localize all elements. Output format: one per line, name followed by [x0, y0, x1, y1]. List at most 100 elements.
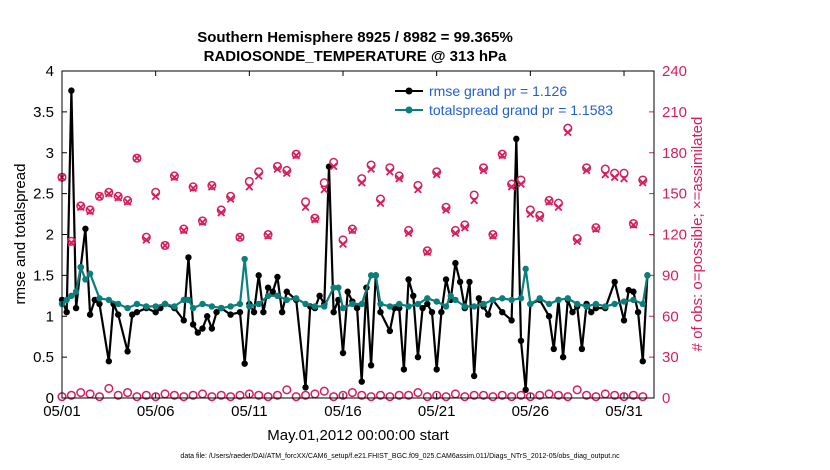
y-right-tick-label: 90 [662, 267, 679, 284]
obs-count-point [104, 383, 114, 394]
series-point [588, 308, 595, 316]
footer-datafile: data file: /Users/raeder/DAI/ATM_forcXX/… [180, 453, 620, 460]
series-point [264, 284, 272, 291]
y-tick-label: 2.5 [33, 186, 54, 203]
series-point [405, 303, 412, 310]
series-point [246, 303, 253, 310]
obs-count-point [179, 226, 188, 235]
y-right-tick-label: 30 [662, 349, 679, 366]
series-point [367, 272, 375, 279]
obs-count-point [160, 389, 170, 399]
series-point [236, 300, 244, 308]
series-point [433, 298, 440, 305]
obs-count-point [450, 389, 460, 399]
obs-count-point [367, 165, 376, 174]
obs-count-point [553, 390, 564, 400]
series-point [63, 308, 70, 316]
series-point [96, 300, 103, 308]
obs-count-point [517, 180, 525, 189]
series-point [559, 353, 567, 361]
obs-count-point [273, 165, 282, 174]
obs-count-point [338, 390, 348, 400]
obs-count-point [207, 392, 217, 402]
obs-count-point [422, 246, 432, 256]
series-point [161, 300, 169, 308]
y-right-tick-label: 150 [662, 186, 687, 203]
obs-count-point [300, 197, 311, 207]
series-point [250, 308, 258, 316]
series-point [414, 353, 422, 361]
x-tick-label: 05/06 [137, 403, 175, 420]
obs-count-point [591, 392, 601, 402]
obs-count-point [319, 178, 329, 188]
obs-count-point [460, 392, 470, 402]
y-tick-label: 3.5 [33, 104, 54, 121]
series-point [339, 349, 347, 357]
series-point [513, 135, 520, 143]
x-tick-label: 05/21 [418, 403, 456, 420]
obs-count-point [95, 192, 104, 201]
y-right-tick-label: 60 [662, 308, 679, 325]
axis-ticks: 05/01 05/06 05/11 05/16 05/21 05/26 05/31 0 0.5 1… [33, 63, 687, 420]
obs-count-point [197, 389, 208, 399]
series-point [227, 311, 234, 318]
obs-count-point [638, 392, 648, 402]
obs-count-point [347, 224, 357, 234]
series-point [63, 296, 70, 304]
series-point [208, 325, 216, 332]
obs-count-point [366, 392, 376, 402]
obs-count-point [310, 213, 320, 223]
obs-count-point [516, 390, 526, 400]
plot-markers [57, 123, 648, 402]
obs-count-point [404, 390, 414, 400]
series-point [377, 300, 384, 308]
obs-count-point [582, 166, 591, 175]
series-point [264, 292, 272, 300]
series-point [602, 303, 609, 310]
series-point [499, 308, 506, 316]
series-point [86, 311, 94, 318]
obs-count-point [629, 221, 638, 229]
series-point [115, 311, 122, 318]
obs-count-point [591, 223, 601, 233]
series-point [396, 300, 403, 308]
obs-count-point [104, 189, 113, 198]
y-tick-label: 3 [46, 145, 54, 162]
series-point [185, 254, 192, 261]
obs-count-point [479, 166, 488, 175]
series-point [522, 265, 529, 273]
series-point [489, 296, 497, 304]
y-right-tick-label: 240 [662, 63, 687, 80]
series-point [545, 313, 553, 320]
series-point [152, 308, 159, 316]
series-point [302, 384, 309, 391]
series-point [545, 300, 553, 308]
series-point [335, 284, 342, 291]
obs-count-point [535, 214, 544, 223]
y-axis-label: rmse and totalspread [12, 164, 29, 305]
y-tick-label: 2 [46, 227, 54, 244]
series-point [630, 296, 637, 304]
series-point [241, 255, 248, 263]
obs-count-point [94, 392, 105, 402]
obs-count-point [66, 390, 76, 400]
obs-count-point [600, 164, 610, 174]
series-point [424, 295, 431, 302]
series-point [330, 284, 337, 291]
series-point [115, 300, 122, 308]
series-point [339, 304, 347, 312]
y-tick-label: 0.5 [33, 349, 54, 366]
obs-count-point [460, 223, 469, 232]
obs-count-point [86, 207, 95, 216]
y-tick-label: 0 [46, 390, 54, 407]
obs-count-point [525, 392, 535, 402]
series-point [321, 303, 328, 310]
obs-count-point [423, 248, 432, 257]
series-point [96, 295, 103, 302]
legend: rmse grand pr = 1.126 totalspread grand … [395, 83, 613, 118]
obs-count-point [169, 171, 179, 181]
obs-count-point [133, 154, 141, 163]
obs-count-point [85, 205, 95, 215]
series-point [105, 358, 113, 365]
obs-count-point [114, 193, 123, 202]
